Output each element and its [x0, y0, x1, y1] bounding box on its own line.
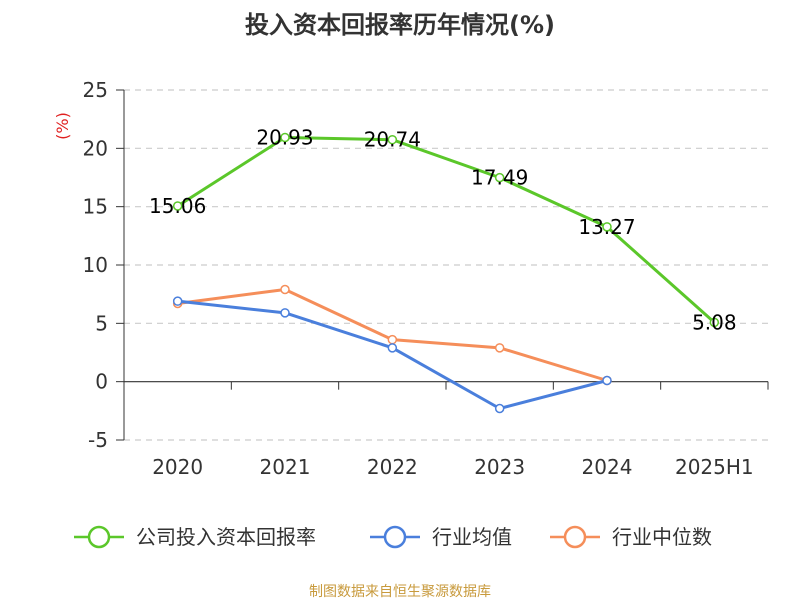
data-label: 20.74: [364, 128, 421, 152]
x-tick-label: 2024: [582, 455, 633, 479]
data-point: [602, 375, 612, 386]
data-point: [709, 317, 720, 328]
y-tick-label: 5: [95, 311, 108, 335]
data-labels: 15.06 20.93 20.74 17.49 13.27 5.08: [149, 125, 737, 334]
y-tick-label: -5: [88, 428, 108, 452]
y-tick-label: 0: [95, 370, 108, 394]
series-line-2: [176, 299, 609, 410]
data-label: 17.49: [471, 166, 528, 190]
series-group: [172, 132, 720, 414]
data-label: 20.93: [256, 125, 313, 149]
y-tick-label: 20: [83, 136, 108, 160]
data-point: [494, 172, 505, 183]
data-label: 5.08: [692, 310, 737, 334]
legend-marker: [383, 525, 407, 549]
data-label: 13.27: [578, 215, 635, 239]
data-point: [602, 222, 612, 232]
x-tick-label: 2025H1: [675, 455, 754, 479]
source-note: 制图数据来自恒生聚源数据库: [309, 584, 491, 600]
legend-label: 行业中位数: [612, 525, 712, 549]
data-point: [280, 132, 290, 143]
data-label: 15.06: [149, 194, 206, 218]
x-tick-label: 2021: [260, 455, 311, 479]
legend-marker: [563, 525, 587, 549]
grid-lines: [124, 89, 768, 441]
x-tick-label: 2022: [367, 455, 418, 479]
data-point: [280, 308, 290, 318]
data-point: [387, 343, 398, 353]
x-tick-label: 2020: [152, 455, 203, 479]
data-point: [387, 134, 398, 145]
data-point: [280, 284, 290, 295]
axes: -5 0 5 10 15 20 25 2020 2021 2022 2023 2024 2025H1: [83, 78, 769, 479]
chart-title: 投入资本回报率历年情况(%): [245, 11, 555, 39]
data-point: [172, 201, 183, 211]
y-tick-label: 15: [83, 195, 108, 219]
legend-label: 行业均值: [432, 525, 512, 549]
y-tick-label: 25: [83, 78, 108, 102]
legend-label: 公司投入资本回报率: [136, 525, 316, 549]
x-tick-label: 2023: [474, 455, 525, 479]
data-point: [494, 343, 505, 353]
legend: 公司投入资本回报率 行业均值 行业中位数: [74, 525, 712, 549]
data-point: [387, 334, 398, 345]
y-axis-unit-label: (%): [53, 112, 72, 140]
data-point: [172, 296, 183, 306]
data-point: [494, 403, 505, 414]
series-line-1: [176, 135, 716, 324]
y-tick-label: 10: [83, 253, 108, 277]
legend-marker: [87, 525, 111, 549]
